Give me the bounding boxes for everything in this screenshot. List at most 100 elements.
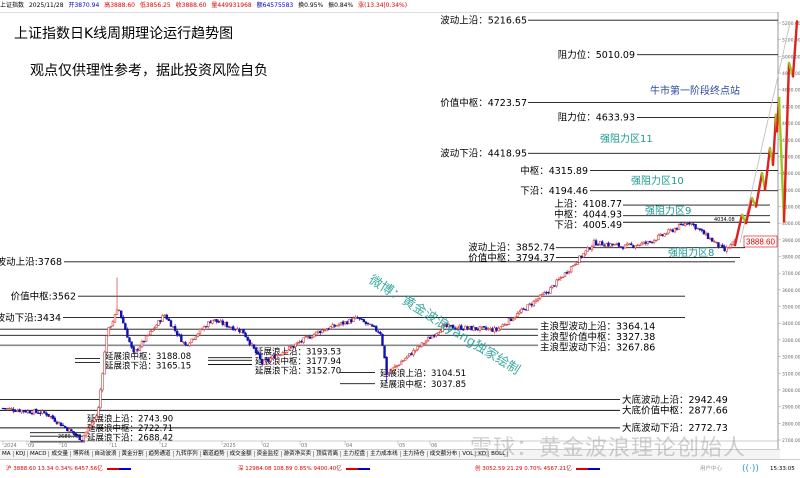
x-tick-label: 09 xyxy=(28,443,34,449)
indicator-tab[interactable]: BOLL xyxy=(489,451,509,457)
candle-body xyxy=(105,335,108,353)
candle-body xyxy=(619,246,623,248)
candle-body xyxy=(391,367,395,371)
candle-body xyxy=(246,336,249,341)
candle-body xyxy=(173,326,177,331)
candle-body xyxy=(202,326,206,330)
indicator-tab[interactable]: 博弈线 xyxy=(71,451,93,457)
candle-body xyxy=(178,334,181,336)
candle-body xyxy=(163,314,166,317)
indicator-tab[interactable]: 主力控盘 xyxy=(341,451,369,457)
level-label: 波动上沿：5216.65 xyxy=(440,15,527,27)
candle-body xyxy=(410,353,413,356)
candle-body xyxy=(596,244,600,246)
indicator-tab[interactable]: 成交金额 xyxy=(227,451,255,457)
indicator-tab[interactable]: KDJ xyxy=(13,451,28,457)
indicator-tab[interactable]: 主力持仓 xyxy=(400,451,428,457)
candle-body xyxy=(460,325,463,330)
candle-body xyxy=(132,346,135,353)
indicator-tab[interactable]: 黄金分割 xyxy=(119,451,147,457)
x-tick-label: 02 xyxy=(263,443,269,449)
candle-body xyxy=(229,327,233,329)
candle-body xyxy=(122,316,125,324)
candle-body xyxy=(661,234,664,236)
candle-body xyxy=(97,407,100,417)
cy-ratio-bar-2 xyxy=(587,467,600,470)
candle-body xyxy=(375,326,378,332)
candle-body xyxy=(377,331,380,333)
forecast-up-arrow xyxy=(763,146,772,192)
candle-body xyxy=(402,360,405,363)
current-price-box xyxy=(743,235,778,248)
level-label: 延展浪下沿：3152.70 xyxy=(255,366,341,377)
indicator-tab[interactable]: 游资净买卖 xyxy=(281,451,315,457)
candle-body xyxy=(267,358,270,361)
candle-body xyxy=(565,272,569,274)
forecast-up-arrow xyxy=(733,213,744,247)
indicator-tab[interactable]: 成交量 xyxy=(49,451,71,457)
candle-body xyxy=(64,426,67,428)
candle-body xyxy=(632,245,635,248)
indicator-tab[interactable]: MA xyxy=(0,451,14,457)
candle-body xyxy=(144,335,148,342)
candle-body xyxy=(39,412,42,415)
candle-body xyxy=(404,358,407,361)
candle-body xyxy=(499,326,502,330)
candle-body xyxy=(644,241,648,244)
sh-ratio-bar-2 xyxy=(118,467,131,470)
user-center-link[interactable]: 用户中心 xyxy=(700,466,723,472)
low-price: 低3856.25 xyxy=(139,2,171,9)
candle-body xyxy=(16,410,19,412)
candle-body xyxy=(327,328,330,330)
candle-body xyxy=(603,245,606,247)
indicator-tab[interactable]: 霸道趋势 xyxy=(200,451,228,457)
candle-body xyxy=(578,255,581,263)
candle-body xyxy=(493,327,496,333)
candle-body xyxy=(231,326,235,331)
candle-body xyxy=(74,432,77,436)
indicator-tab[interactable]: 顶底背离 xyxy=(314,451,342,457)
indicator-tab[interactable]: 趋势通道 xyxy=(146,451,174,457)
candle-body xyxy=(221,320,225,325)
candle-body xyxy=(428,337,432,339)
candle-body xyxy=(294,343,297,348)
indicator-tab[interactable]: MACD xyxy=(27,451,50,457)
indicator-tab[interactable]: 主力成本线 xyxy=(368,451,401,457)
candle-body xyxy=(599,240,602,245)
level-label: 延展浪上沿：2743.90 xyxy=(87,413,173,424)
candle-body xyxy=(300,341,303,343)
candle-body xyxy=(95,415,98,420)
candle-body xyxy=(124,323,127,331)
indicator-tab[interactable]: VOL xyxy=(460,451,477,457)
candle-body xyxy=(248,339,251,346)
indicator-tab[interactable]: 资金监控 xyxy=(254,451,282,457)
candle-body xyxy=(395,364,399,368)
indicator-tab[interactable]: 自动波浪 xyxy=(92,451,120,457)
candle-body xyxy=(151,329,154,332)
y-tick-label: 5100.00 xyxy=(782,38,800,44)
y-tick-label: 4000.00 xyxy=(782,221,800,227)
candle-body xyxy=(480,326,484,328)
candle-body xyxy=(673,228,677,233)
candle-body xyxy=(350,319,353,323)
candle-body xyxy=(354,316,357,319)
candle-body xyxy=(422,343,426,345)
candle-body xyxy=(605,243,608,247)
amount: 额64575583 xyxy=(256,2,294,9)
candle-body xyxy=(182,341,185,343)
candle-body xyxy=(205,326,208,328)
candle-body xyxy=(88,425,92,428)
candle-body xyxy=(545,292,548,294)
candlestick-chart[interactable]: 5200.00 5100.00 5000.00 4900.00 4800.00 4700.… xyxy=(0,0,800,449)
candle-body xyxy=(161,315,164,322)
candle-body xyxy=(358,317,361,320)
candle-body xyxy=(126,329,129,338)
sh-index-status: 沪 3888.60 13.34 0.34% 6457.56亿 xyxy=(6,460,131,478)
candle-body xyxy=(308,336,312,339)
indicator-tab[interactable]: 成交额分布 xyxy=(427,451,461,457)
indicator-tab[interactable]: 九转序列 xyxy=(173,451,201,457)
weibo-watermark: 微博：黄金波浪yang独家绘制 xyxy=(366,272,523,378)
candle-body xyxy=(234,328,237,331)
indicator-tab[interactable]: KD xyxy=(476,451,490,457)
forecast-up-arrow xyxy=(744,196,754,225)
